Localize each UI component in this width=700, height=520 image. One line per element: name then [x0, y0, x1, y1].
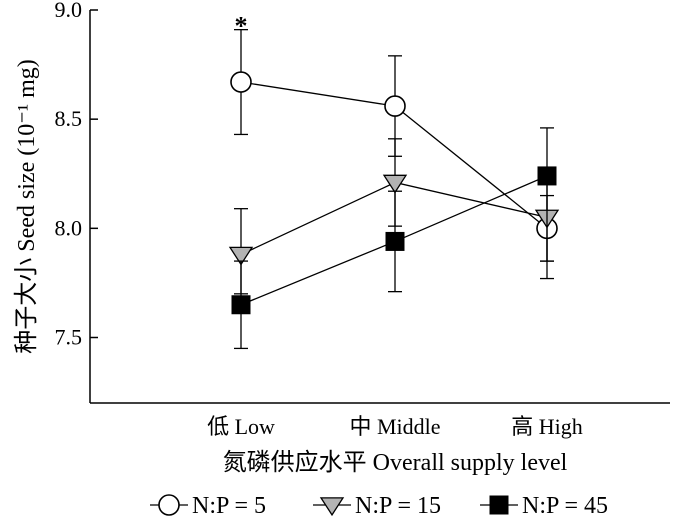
- x-axis-title: 氮磷供应水平 Overall supply level: [223, 449, 568, 476]
- legend-marker: [319, 497, 345, 517]
- legend-marker: [489, 495, 509, 515]
- data-point: [537, 166, 557, 186]
- axes: 7.5 8.0 8.5 9.0 低 Low 中 Middle 高 High 氮磷供应水平 Ov…: [13, 0, 670, 476]
- legend-item: N:P = 45: [480, 493, 608, 519]
- legend-label: N:P = 5: [192, 493, 266, 519]
- data-point: [385, 231, 405, 251]
- x-tick-label: 中 Middle: [349, 414, 440, 439]
- data-point: [230, 71, 252, 93]
- x-tick-label: 高 High: [511, 414, 583, 439]
- legend-item: N:P = 5: [150, 493, 266, 519]
- series-2: [228, 138, 560, 295]
- significance-marker: *: [235, 12, 248, 41]
- legend: N:P = 5 N:P = 15 N:P = 45: [150, 493, 608, 519]
- legend-marker: [158, 494, 180, 516]
- y-axis-title: 种子大小 Seed size (10⁻¹ mg): [13, 59, 40, 353]
- x-tick-label: 低 Low: [207, 414, 275, 439]
- data-point: [384, 95, 406, 117]
- series-3: [231, 127, 557, 350]
- data-point: [231, 295, 251, 315]
- legend-item: N:P = 15: [313, 493, 441, 519]
- y-tick-label: 7.5: [55, 325, 83, 350]
- y-tick-label: 8.0: [55, 215, 83, 240]
- legend-label: N:P = 45: [522, 493, 608, 519]
- y-tick-label: 9.0: [55, 0, 83, 22]
- series-layer: *: [228, 12, 560, 350]
- legend-label: N:P = 15: [355, 493, 441, 519]
- data-point: [228, 246, 254, 266]
- y-tick-label: 8.5: [55, 106, 83, 131]
- data-point: [382, 174, 408, 194]
